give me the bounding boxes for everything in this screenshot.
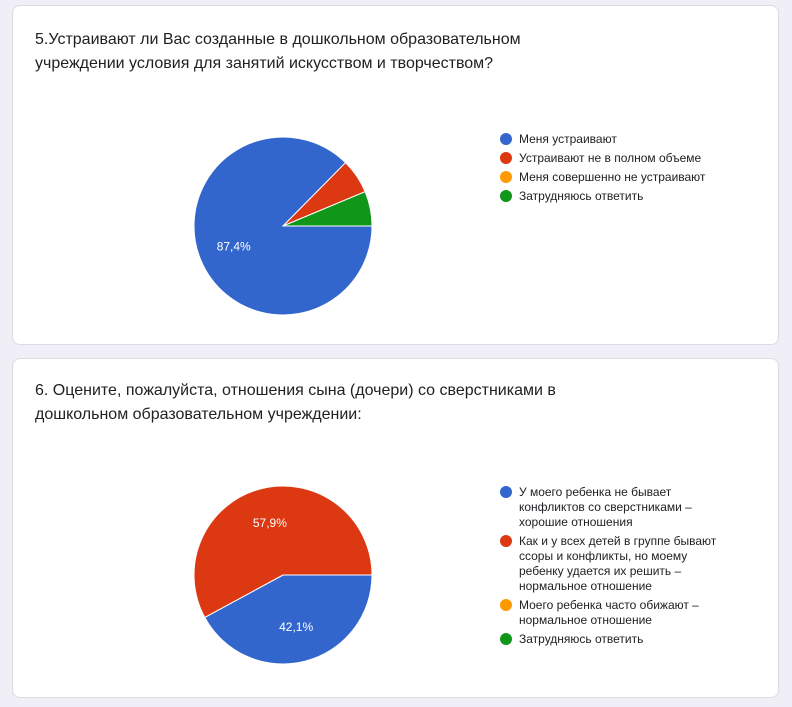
legend-color-icon: [500, 152, 512, 164]
pie-slice: [193, 485, 373, 619]
question-card-6: 6. Оцените, пожалуйста, отношения сына (…: [12, 358, 779, 698]
legend-label: Устраивают не в полном объеме: [519, 151, 702, 165]
question-title: 6. Оцените, пожалуйста, отношения сына (…: [35, 382, 556, 423]
legend-color-icon: [500, 133, 512, 145]
legend-item: У моего ребенка не бывает конфликтов со …: [500, 485, 730, 530]
legend-color-icon: [500, 190, 512, 202]
pie-data-label: 87,4%: [217, 240, 251, 254]
pie-slice: [282, 191, 373, 227]
legend-label: Затрудняюсь ответить: [519, 189, 644, 203]
pie-data-label: 42,1%: [279, 620, 313, 634]
pie-chart: 42,1% 57,9%: [193, 485, 373, 665]
legend-color-icon: [500, 171, 512, 183]
legend-item: Моего ребенка часто обижают – нормальное…: [500, 598, 730, 628]
chart-legend: У моего ребенка не бывает конфликтов со …: [500, 485, 730, 651]
legend-color-icon: [500, 486, 512, 498]
legend-item: Устраивают не в полном объеме: [500, 151, 760, 166]
legend-label: У моего ребенка не бывает конфликтов со …: [519, 485, 692, 529]
legend-item: Как и у всех детей в группе бывают ссоры…: [500, 534, 730, 594]
legend-item: Меня совершенно не устраивают: [500, 170, 760, 185]
pie-chart: 87,4%: [193, 136, 373, 316]
question-title: 5.Устраивают ли Вас созданные в дошкольн…: [35, 31, 521, 72]
legend-label: Затрудняюсь ответить: [519, 632, 644, 646]
legend-item: Затрудняюсь ответить: [500, 632, 730, 647]
pie-data-label: 57,9%: [253, 516, 287, 530]
legend-label: Как и у всех детей в группе бывают ссоры…: [519, 534, 717, 593]
legend-color-icon: [500, 633, 512, 645]
legend-label: Моего ребенка часто обижают – нормальное…: [519, 598, 699, 627]
legend-color-icon: [500, 599, 512, 611]
legend-color-icon: [500, 535, 512, 547]
legend-item: Затрудняюсь ответить: [500, 189, 760, 204]
question-card-5: 5.Устраивают ли Вас созданные в дошкольн…: [12, 5, 779, 345]
legend-label: Меня устраивают: [519, 132, 617, 146]
pie-slice: [204, 574, 373, 665]
legend-label: Меня совершенно не устраивают: [519, 170, 706, 184]
legend-item: Меня устраивают: [500, 132, 760, 147]
chart-legend: Меня устраивают Устраивают не в полном об…: [500, 132, 760, 208]
